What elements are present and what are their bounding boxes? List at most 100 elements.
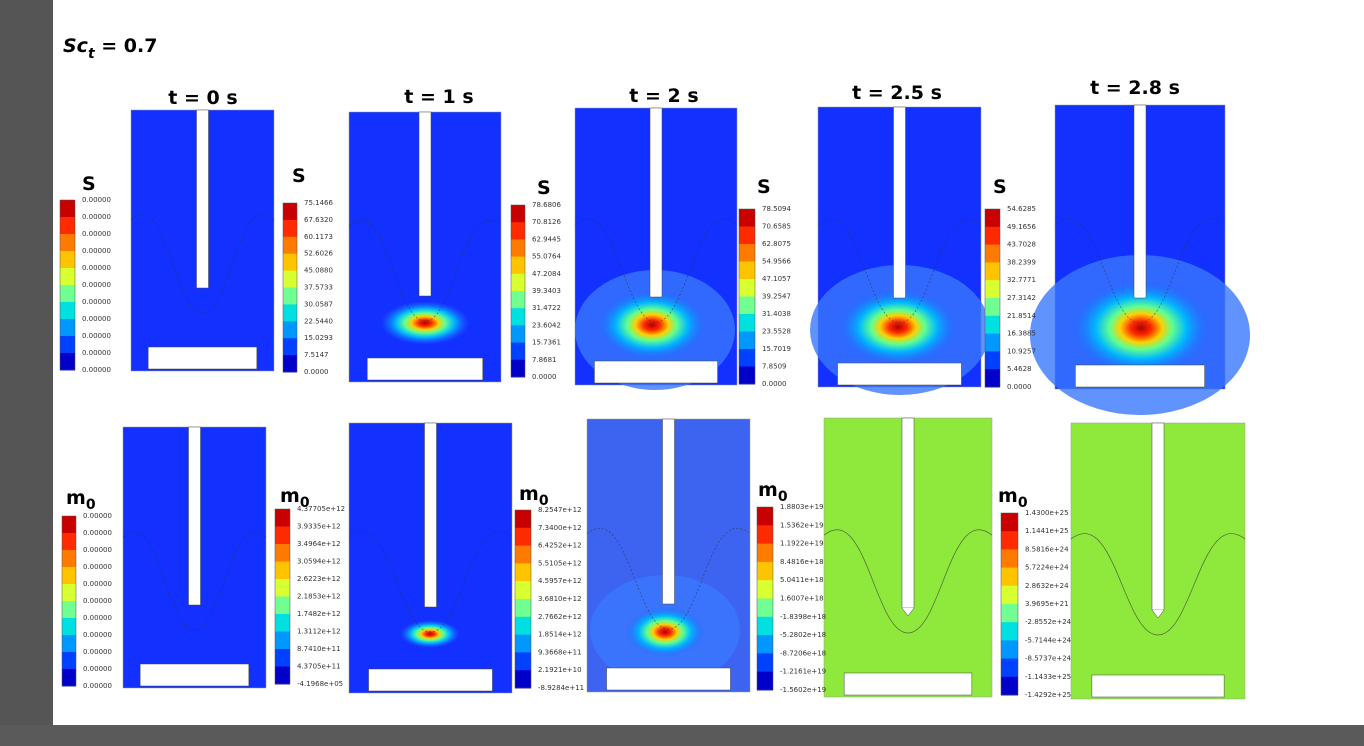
colorbar-label: 0.00000 — [83, 546, 112, 554]
colorbar: 4.37705e+12 3.9335e+12 3.4964e+12 3.0594e+1… — [274, 505, 345, 688]
colorbar-bin — [62, 567, 76, 585]
colorbar-label: 2.1853e+12 — [297, 593, 341, 601]
substrate — [139, 663, 250, 687]
substrate — [368, 668, 493, 692]
colorbar-label: 0.00000 — [82, 264, 111, 272]
colorbar-label: 3.6810e+12 — [538, 595, 582, 603]
colorbar-bin — [985, 315, 1000, 335]
colorbar-bin — [985, 244, 1000, 263]
colorbar-bin — [275, 579, 290, 597]
colorbar-bin — [515, 581, 531, 600]
colorbar-bin — [283, 338, 297, 356]
colorbar-bin — [515, 527, 531, 547]
colorbar-bin — [283, 270, 297, 288]
contour-plot — [348, 422, 513, 694]
interface-curve — [823, 529, 993, 634]
colorbar-label: -5.2802e+18 — [780, 631, 826, 639]
colorbar-label: 39.3403 — [532, 287, 561, 295]
interface-curve — [817, 218, 982, 324]
colorbar-bin — [283, 219, 297, 238]
colorbar-frame — [514, 509, 532, 689]
quantity-symbol: S — [993, 176, 1007, 198]
nozzle — [424, 422, 437, 608]
colorbar-label: 1.3112e+12 — [297, 628, 341, 636]
quantity-symbol: m — [519, 483, 539, 505]
contour-plot — [1030, 104, 1250, 415]
interface-curve — [348, 219, 502, 322]
colorbar-bin — [739, 314, 755, 332]
quantity-label: S — [993, 176, 1007, 198]
colorbar-label: -5.7144e+24 — [1025, 636, 1072, 644]
colorbar-bin — [511, 308, 525, 326]
colorbar-bin — [757, 507, 773, 526]
colorbar-frame — [282, 202, 298, 373]
colorbar-label: 4.37705e+12 — [297, 505, 345, 513]
colorbar-label: 5.0411e+18 — [780, 576, 824, 584]
hotspot — [838, 289, 958, 365]
colorbar-bin — [739, 349, 755, 367]
substrate — [594, 360, 718, 384]
colorbar-label: 47.1057 — [762, 275, 791, 283]
quantity-label: S — [82, 173, 96, 195]
colorbar-label: 0.0000 — [532, 373, 557, 381]
colorbar-label: 55.0764 — [532, 253, 561, 261]
colorbar-bin — [60, 268, 75, 286]
colorbar-label: 2.8632e+24 — [1025, 582, 1069, 590]
colorbar-bin — [1001, 585, 1018, 605]
colorbar-bin — [739, 366, 755, 385]
colorbar-label: 62.9445 — [532, 235, 561, 243]
time-label: t = 2.8 s — [1090, 77, 1180, 99]
contour-plot — [823, 417, 993, 698]
colorbar-label: 1.7482e+12 — [297, 610, 341, 618]
colorbar-bin — [283, 253, 297, 272]
colorbar-label: 8.2547e+12 — [538, 506, 582, 514]
colorbar-label: -1.1433e+25 — [1025, 673, 1071, 681]
colorbar-label: 2.6223e+12 — [297, 575, 341, 583]
colorbar-label: 1.5362e+19 — [780, 521, 824, 529]
contour-plot — [810, 106, 990, 395]
colorbar-label: 16.3885 — [1007, 330, 1036, 338]
colorbar-bin — [60, 217, 75, 235]
colorbar-bin — [275, 631, 290, 650]
colorbar-label: 31.4038 — [762, 310, 791, 318]
colorbar: 1.8803e+19 1.5362e+19 1.1922e+19 8.4816e+18… — [756, 503, 826, 694]
colorbar: 78.5094 70.6585 62.8075 54.9566 47.1057 39.25… — [738, 205, 791, 388]
colorbar-label: 0.00000 — [83, 580, 112, 588]
quantity-subscript: 0 — [300, 495, 310, 511]
colorbar-label: -1.2161e+19 — [780, 668, 826, 676]
colorbar-bin — [1001, 658, 1018, 678]
quantity-subscript: 0 — [778, 489, 788, 505]
nozzle — [893, 106, 906, 299]
colorbar-bin — [275, 544, 290, 562]
colorbar-bin — [985, 209, 1000, 228]
colorbar-bin — [511, 325, 525, 344]
substrate — [837, 362, 962, 386]
nozzle — [662, 418, 675, 605]
colorbar-label: 31.4722 — [532, 304, 561, 312]
colorbar-bin — [1001, 549, 1018, 569]
contour-plot — [122, 426, 267, 689]
colorbar-label: 0.00000 — [83, 682, 112, 690]
colorbar-bin — [985, 369, 1000, 388]
colorbar-bin — [62, 533, 76, 551]
nozzle-tip — [901, 607, 915, 617]
colorbar-frame — [984, 208, 1001, 388]
contour-plot — [130, 109, 275, 372]
substrate — [147, 346, 258, 370]
colorbar-label: -2.8552e+24 — [1025, 618, 1072, 626]
colorbar-label: 0.00000 — [83, 648, 112, 656]
quantity-symbol: m — [758, 479, 778, 501]
interface-curve — [130, 214, 275, 314]
colorbar-bin — [283, 304, 297, 322]
colorbar-label: 10.9257 — [1007, 347, 1036, 355]
colorbar-bin — [62, 635, 76, 653]
colorbar-label: 1.1441e+25 — [1025, 527, 1069, 535]
colorbar-bin — [757, 561, 773, 581]
colorbar-bin — [275, 509, 290, 527]
colorbar: 78.6806 70.8126 62.9445 55.0764 47.2084 39.34… — [510, 201, 561, 381]
colorbar-label: 52.6026 — [304, 250, 333, 258]
colorbar-label: 0.00000 — [83, 563, 112, 571]
colorbar-bin — [515, 652, 531, 671]
colorbar-label: 7.3400e+12 — [538, 524, 582, 532]
